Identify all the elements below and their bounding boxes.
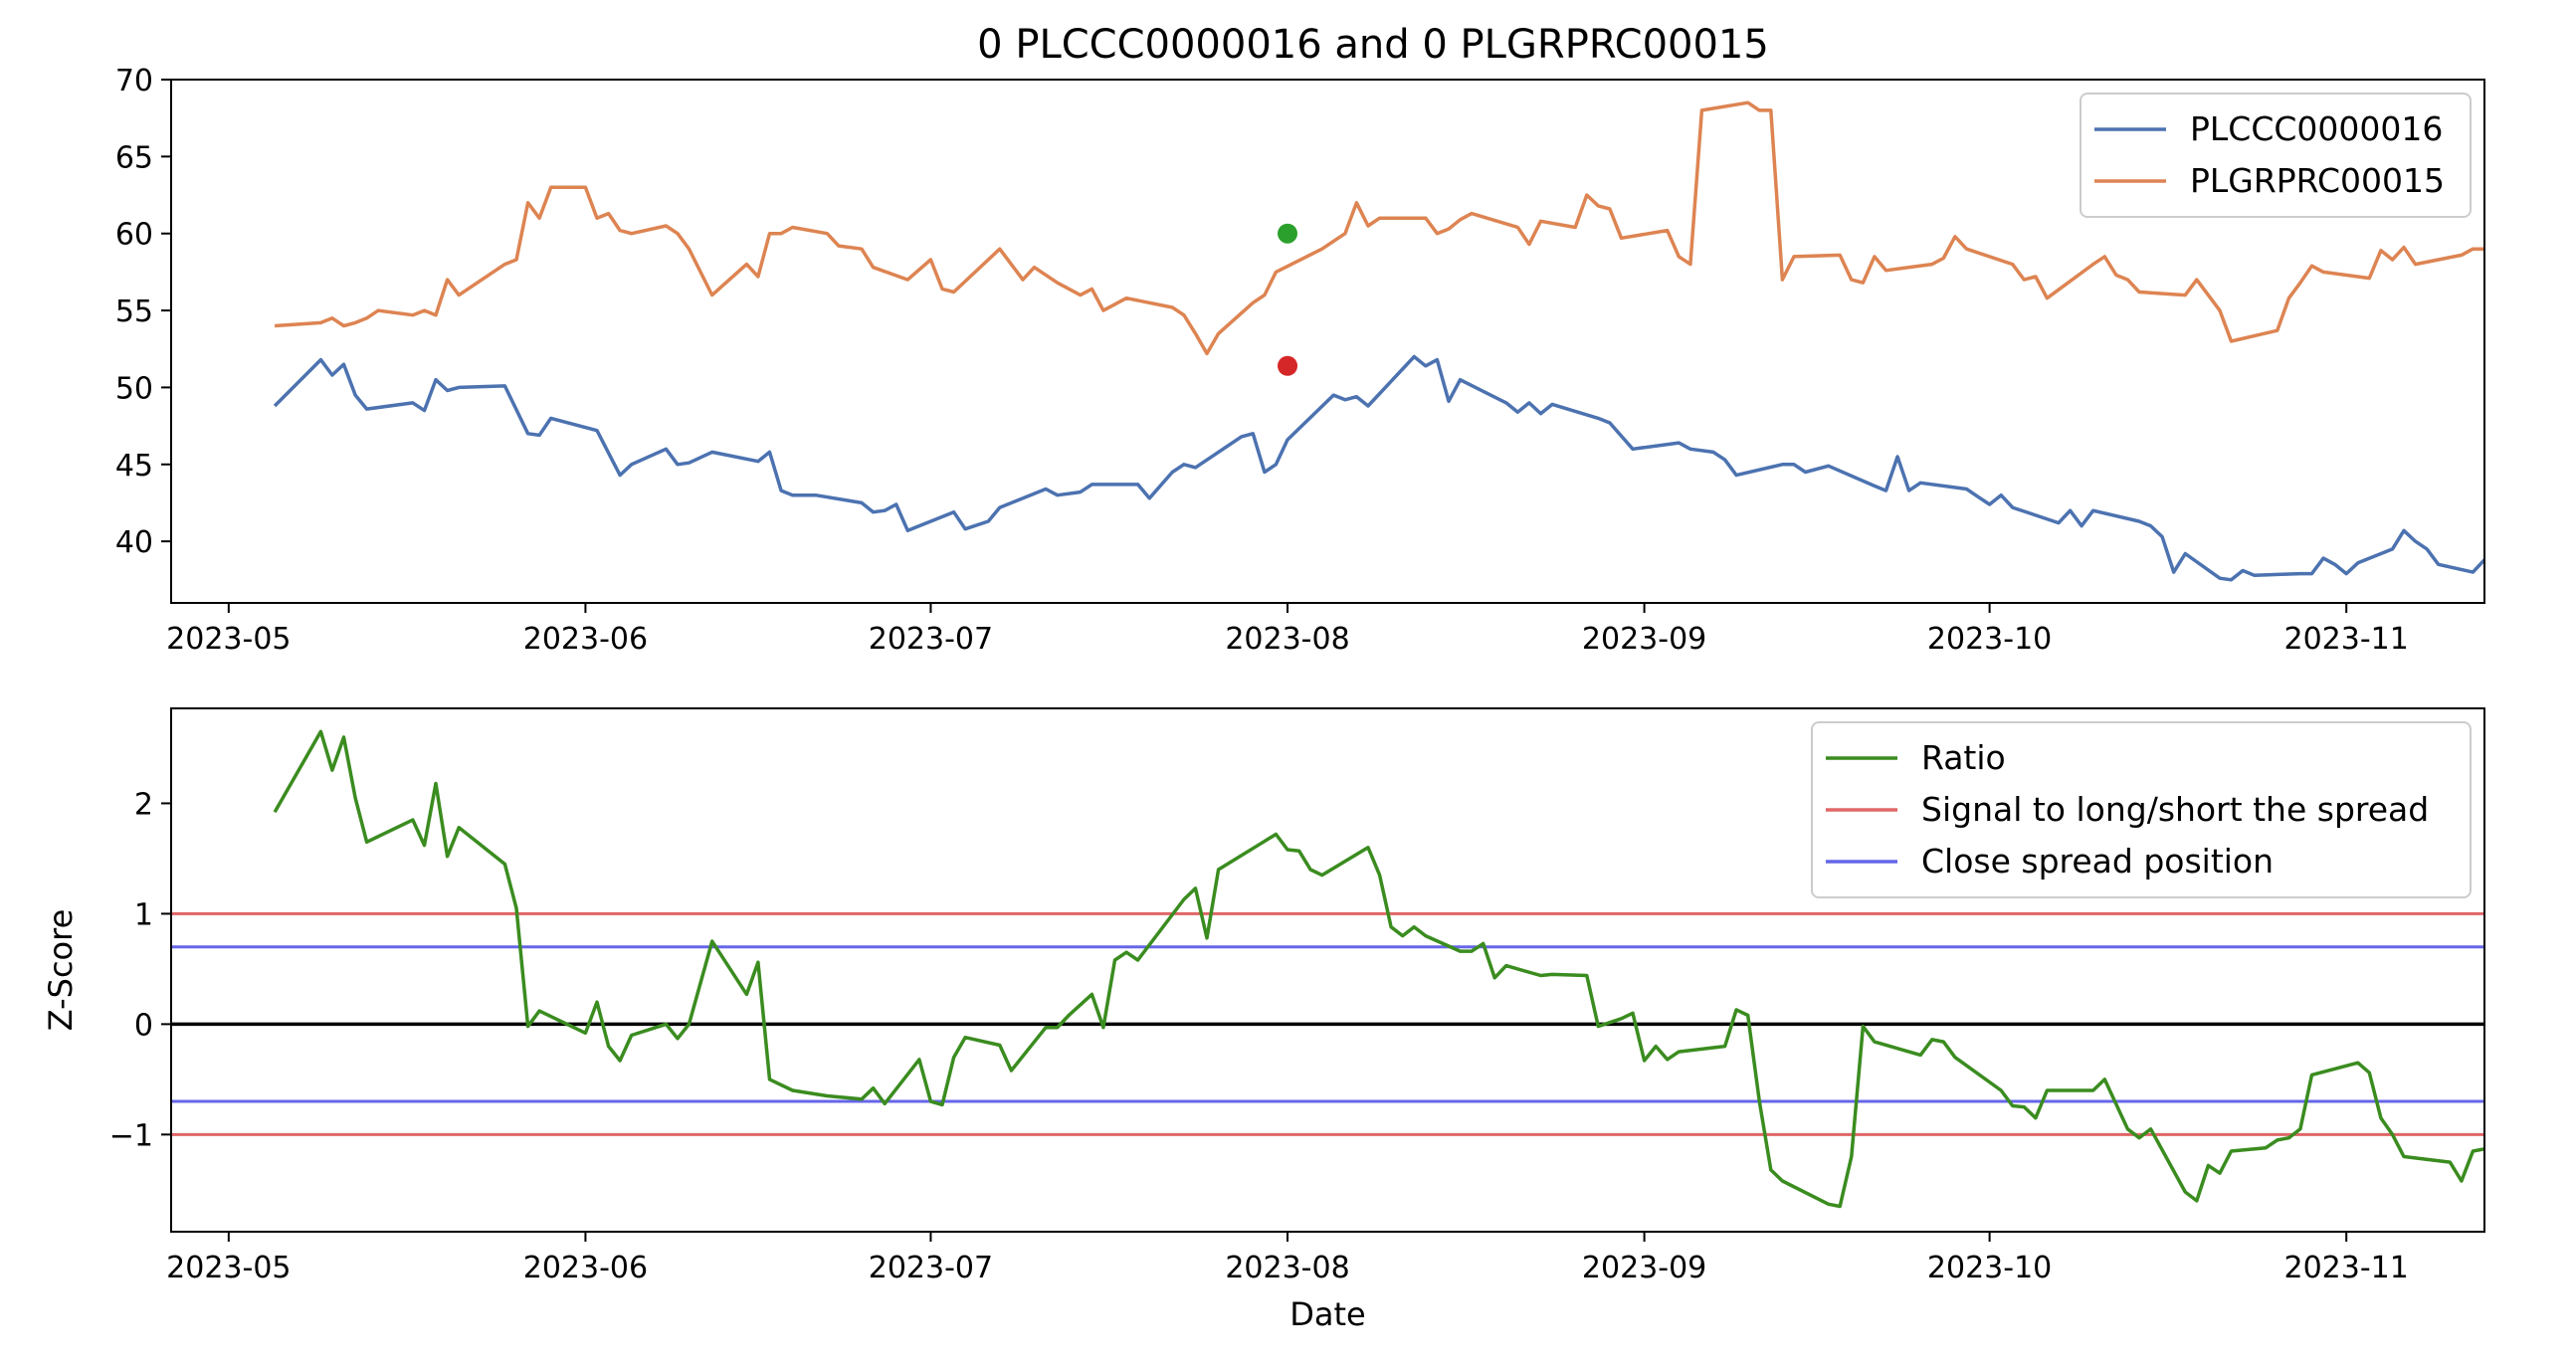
- y-tick-label-0: 40: [115, 525, 153, 560]
- series-line-0: [273, 354, 2484, 582]
- marker-0: [1278, 223, 1298, 244]
- y-tick-label-5: 65: [115, 140, 153, 175]
- y-tick-label-2: 50: [115, 371, 153, 406]
- x-tick-label-1: 2023-06: [523, 1251, 648, 1285]
- y-tick-label-3: 55: [115, 294, 153, 329]
- x-tick-label-0: 2023-05: [166, 1251, 291, 1285]
- legend-label-0: PLCCC0000016: [2190, 109, 2443, 148]
- legend-box: [2080, 93, 2472, 218]
- series-line-0: [273, 729, 2484, 1209]
- x-tick-label-2: 2023-07: [869, 1251, 993, 1285]
- x-tick-label-3: 2023-08: [1225, 622, 1349, 657]
- x-tick-label-5: 2023-10: [1927, 1251, 2052, 1285]
- chart-title: 0 PLCCC0000016 and 0 PLGRPRC00015: [977, 22, 1769, 68]
- y-axis-label: Z-Score: [42, 909, 80, 1032]
- plot-frame: [170, 79, 2485, 604]
- x-tick-label-4: 2023-09: [1582, 622, 1706, 657]
- x-tick-label-1: 2023-06: [523, 622, 648, 657]
- y-tick-label-3: 2: [134, 787, 153, 822]
- legend-box: [1811, 721, 2472, 898]
- series-line-1: [274, 100, 2484, 356]
- y-tick-label-4: 60: [115, 218, 153, 253]
- legend-label-1: Signal to long/short the spread: [1921, 790, 2429, 829]
- price-panel: 2023-05 2023-06 2023-07 2023-08 2023-09 2023-…: [115, 64, 2485, 657]
- legend-label-0: Ratio: [1921, 738, 2006, 777]
- y-tick-label-0: −1: [109, 1118, 153, 1153]
- legend: Ratio Signal to long/short the spread Clos…: [1811, 721, 2472, 898]
- x-tick-label-6: 2023-11: [2284, 1251, 2409, 1285]
- legend-label-2: Close spread position: [1921, 842, 2274, 881]
- x-tick-label-4: 2023-09: [1582, 1251, 1706, 1285]
- y-tick-label-1: 45: [115, 449, 153, 484]
- x-tick-label-2: 2023-07: [869, 622, 993, 657]
- x-tick-label-6: 2023-11: [2284, 622, 2409, 657]
- legend-label-1: PLGRPRC00015: [2190, 161, 2445, 200]
- marker-1: [1278, 355, 1298, 376]
- plot-frame: [170, 707, 2485, 1233]
- x-axis-label: Date: [1289, 1295, 1365, 1333]
- x-tick-label-3: 2023-08: [1225, 1251, 1349, 1285]
- zscore-panel: 2023-05 2023-06 2023-07 2023-08 2023-09 2023-…: [42, 707, 2485, 1333]
- y-tick-label-6: 70: [115, 64, 153, 98]
- y-tick-label-2: 1: [134, 897, 153, 932]
- legend: PLCCC0000016 PLGRPRC00015: [2080, 93, 2472, 218]
- y-tick-label-1: 0: [134, 1008, 153, 1043]
- x-tick-label-5: 2023-10: [1927, 622, 2052, 657]
- x-tick-label-0: 2023-05: [166, 622, 291, 657]
- plot-area: [273, 100, 2484, 582]
- plot-area: [171, 729, 2484, 1209]
